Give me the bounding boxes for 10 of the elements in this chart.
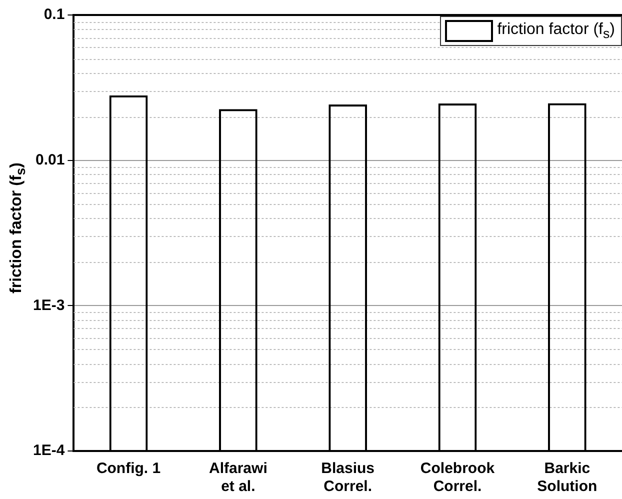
y-tick-label: 0.01	[35, 151, 65, 168]
legend-label: friction factor (f$_{s}$)	[497, 20, 615, 42]
x-tick-label: Config. 1	[96, 460, 161, 478]
y-tick-label: 1E-4	[32, 442, 66, 460]
y-tick-label: 1E-3	[32, 296, 65, 314]
x-tick-label: Barkic Solution	[537, 460, 598, 496]
x-tick-label: Blasius Correl.	[321, 460, 375, 496]
x-tick-label: Alfarawi et al.	[209, 460, 268, 496]
y-tick-label: 0.1	[44, 6, 65, 24]
x-tick-label: Colebrook Correl.	[420, 460, 496, 496]
